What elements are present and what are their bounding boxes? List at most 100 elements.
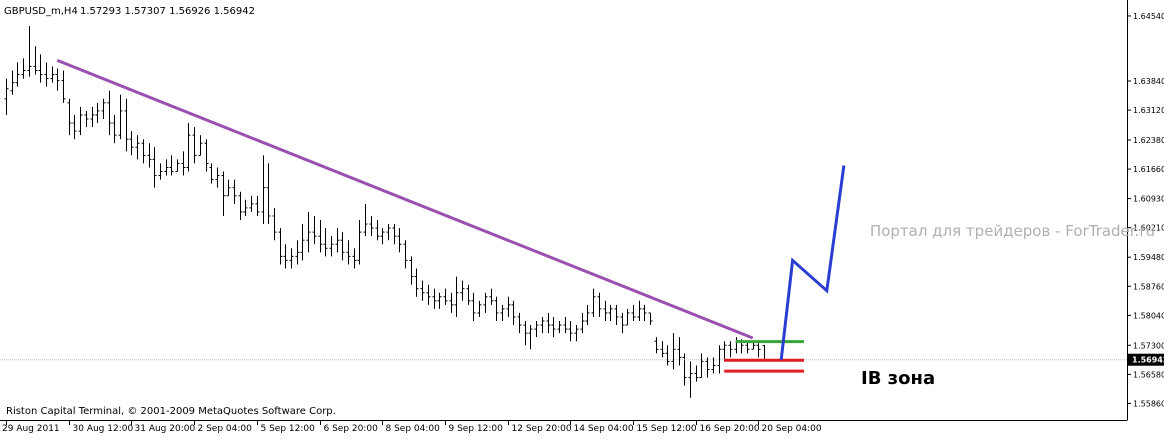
ohlc-bar	[677, 337, 682, 366]
ohlc-bar	[620, 312, 625, 334]
price-tick-label: 1.58760	[1133, 282, 1164, 291]
ohlc-bar	[471, 292, 476, 322]
ohlc-bar	[346, 240, 351, 265]
ohlc-bar	[722, 341, 727, 362]
price-tick-label: 1.59480	[1133, 253, 1164, 262]
ohlc-bar	[95, 102, 100, 124]
ohlc-bar	[226, 179, 231, 197]
ohlc-bar	[50, 66, 55, 83]
ohlc-bar	[44, 62, 49, 87]
ohlc-bar	[67, 98, 72, 136]
ohlc-bar	[660, 341, 665, 358]
time-tick-label: 14 Sep 04:00	[574, 424, 634, 434]
ohlc-bar	[261, 155, 266, 225]
ohlc-bar	[483, 292, 488, 313]
trendline[interactable]	[56, 59, 754, 340]
price-tick-label: 1.64540	[1133, 12, 1164, 21]
ohlc-bar	[221, 171, 226, 216]
ohlc-bar	[437, 292, 442, 309]
price-tick-label: 1.60210	[1133, 224, 1164, 233]
ohlc-bar	[266, 163, 271, 225]
ohlc-bar	[568, 321, 573, 342]
ohlc-bar	[312, 215, 317, 245]
ohlc-bar	[728, 341, 733, 358]
ohlc-bar	[38, 54, 43, 83]
price-tick-label: 1.56580	[1133, 370, 1164, 379]
ohlc-bar	[352, 248, 357, 269]
ohlc-bar	[192, 127, 197, 164]
ohlc-bar	[392, 224, 397, 245]
axis-layer: 1.64540 1.63840 1.63120 1.62380 1.61660 1.609…	[2, 12, 1164, 434]
ohlc-bar	[517, 312, 522, 334]
ohlc-bar	[112, 114, 117, 144]
ohlc-bar	[574, 325, 579, 342]
ohlc-bar	[523, 321, 528, 346]
ohlc-bar	[506, 296, 511, 317]
ohlc-bar	[335, 228, 340, 253]
ohlc-bar	[603, 300, 608, 322]
ohlc-bar	[255, 195, 260, 216]
forecast-path[interactable]	[779, 165, 846, 360]
ohlc-bar	[215, 167, 220, 188]
price-tick-label: 1.63120	[1133, 106, 1164, 115]
ohlc-bar	[563, 316, 568, 334]
ohlc-bar	[551, 316, 556, 338]
ohlc-bar	[323, 228, 328, 257]
ohlc-bar	[295, 240, 300, 265]
ohlc-bar	[289, 248, 294, 269]
ohlc-bar	[546, 312, 551, 334]
ohlc-bar	[181, 151, 186, 176]
ohlc-bar	[608, 304, 613, 322]
ohlc-bar	[4, 78, 9, 115]
current-price-label: 1.56942	[1132, 356, 1164, 365]
ohlc-bar	[278, 228, 283, 265]
ohlc-bar	[534, 321, 539, 338]
ohlc-bar	[494, 296, 499, 322]
ohlc-bar	[357, 220, 362, 265]
footer-copyright: Riston Capital Terminal, © 2001-2009 Met…	[6, 406, 336, 417]
ohlc-bar	[78, 106, 83, 136]
ohlc-bar	[403, 240, 408, 269]
ohlc-bar	[118, 94, 123, 140]
price-tick-label: 1.55860	[1133, 399, 1164, 408]
ohlc-bar	[340, 232, 345, 261]
time-tick-label: 20 Sep 04:00	[762, 424, 822, 434]
ohlc-bar	[158, 163, 163, 180]
ohlc-bar	[72, 114, 77, 140]
ohlc-bar	[10, 70, 15, 95]
time-tick-label: 9 Sep 12:00	[449, 424, 504, 434]
ohlc-bar	[55, 68, 60, 91]
watermark: Портал для трейдеров - ForTrader.ru	[870, 222, 1155, 240]
ohlc-bar	[717, 345, 722, 374]
price-tick-label: 1.63840	[1133, 77, 1164, 86]
bars-layer	[4, 26, 767, 398]
ohlc-bar	[665, 345, 670, 366]
ohlc-readout: 1.57293 1.57307 1.56926 1.56942	[80, 6, 255, 17]
ohlc-bar	[363, 203, 368, 237]
ohlc-bar	[420, 280, 425, 301]
ohlc-bar	[238, 191, 243, 220]
time-tick-label: 16 Sep 20:00	[700, 424, 760, 434]
price-tick-label: 1.60930	[1133, 195, 1164, 204]
ohlc-bar	[124, 98, 129, 152]
ohlc-bar	[283, 244, 288, 269]
ohlc-bar	[386, 224, 391, 241]
price-tick-label: 1.62380	[1133, 136, 1164, 145]
ohlc-bar	[135, 135, 140, 160]
ohlc-bar	[33, 46, 38, 75]
ohlc-bar	[409, 256, 414, 285]
ohlc-bar	[597, 292, 602, 317]
time-tick-label: 8 Sep 04:00	[386, 424, 441, 434]
ohlc-bar	[688, 361, 693, 398]
price-tick-label: 1.58040	[1133, 311, 1164, 320]
ohlc-bar	[489, 288, 494, 305]
ohlc-bar	[204, 139, 209, 172]
ohlc-bar	[84, 110, 89, 128]
ohlc-bar	[528, 325, 533, 350]
ohlc-bar	[414, 268, 419, 297]
ohlc-bar	[306, 211, 311, 253]
time-tick-label: 30 Aug 12:00	[73, 424, 134, 434]
ohlc-bar	[164, 159, 169, 176]
ohlc-bar	[175, 159, 180, 173]
